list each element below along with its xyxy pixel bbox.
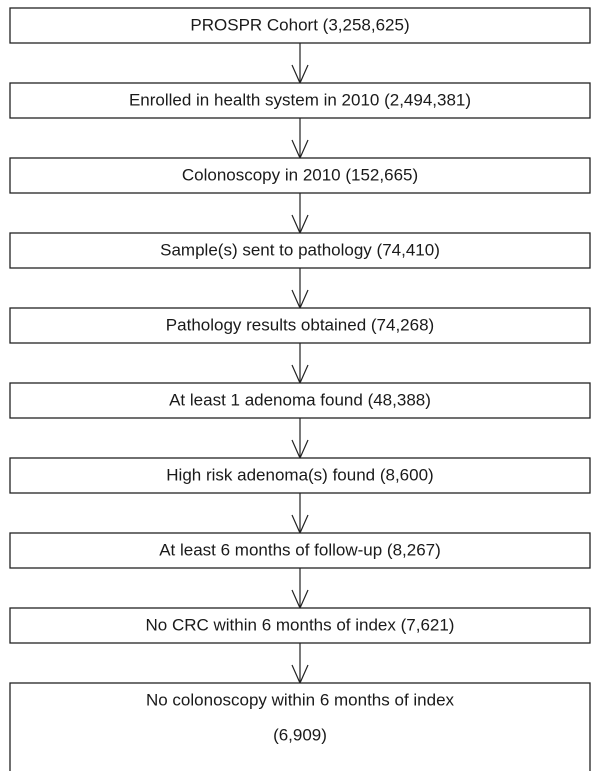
flow-box [9,157,591,194]
flow-box [9,307,591,344]
box-label: Sample(s) sent to pathology (74,410) [160,240,440,259]
box-label: (6,909) [273,725,327,744]
box-label: High risk adenoma(s) found (8,600) [166,465,433,484]
flow-box [9,457,591,494]
box-label: At least 1 adenoma found (48,388) [169,390,431,409]
flow-box [9,682,591,776]
box-label: Pathology results obtained (74,268) [166,315,434,334]
box-label: At least 6 months of follow-up (8,267) [159,540,441,559]
box-label: PROSPR Cohort (3,258,625) [190,15,409,34]
flow-box [9,607,591,644]
flow-box [9,232,591,269]
flow-box [9,532,591,569]
box-label: No CRC within 6 months of index (7,621) [146,615,455,634]
box-label: No colonoscopy within 6 months of index [146,690,455,709]
flow-box [9,82,591,119]
flow-box [9,382,591,419]
box-label: Colonoscopy in 2010 (152,665) [182,165,418,184]
flow-box [9,7,591,44]
box-label: Enrolled in health system in 2010 (2,494… [129,90,471,109]
